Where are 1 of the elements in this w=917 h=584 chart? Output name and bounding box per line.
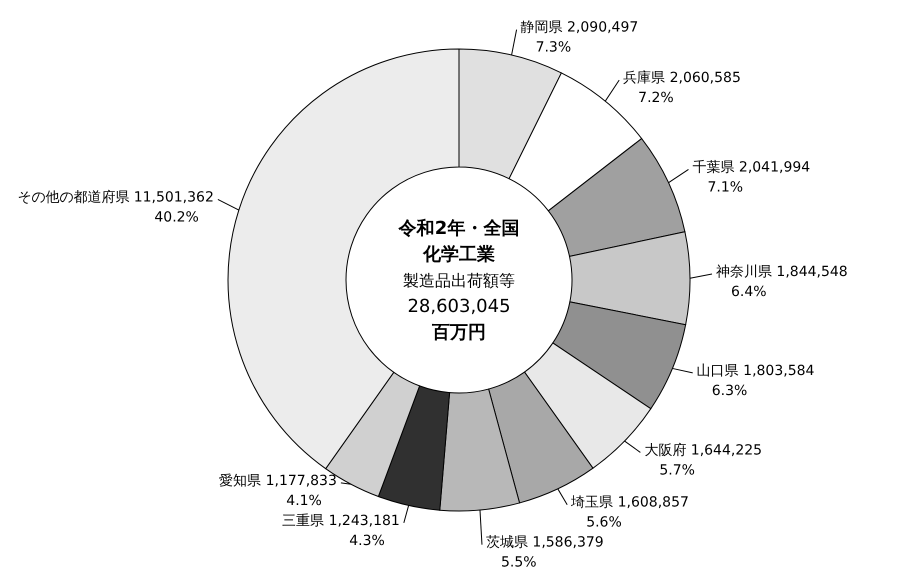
- center-text: 令和2年・全国 化学工業 製造品出荷額等 28,603,045 百万円: [398, 218, 520, 343]
